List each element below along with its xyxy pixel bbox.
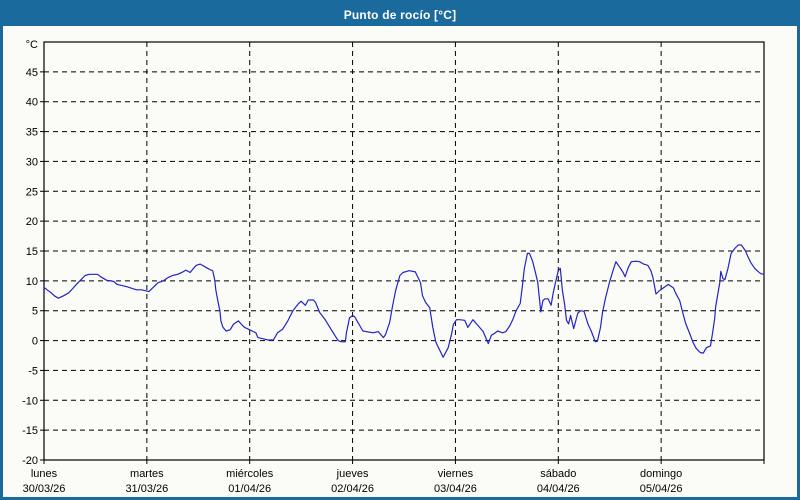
x-date-label: 04/04/26 xyxy=(537,483,580,495)
y-tick-label: 10 xyxy=(26,276,38,288)
y-tick-label: 5 xyxy=(32,306,38,318)
y-tick-label: -15 xyxy=(22,425,38,437)
y-tick-label: 0 xyxy=(32,336,38,348)
x-day-label: viernes xyxy=(438,468,474,480)
x-date-label: 02/04/26 xyxy=(331,483,374,495)
x-date-label: 31/03/26 xyxy=(125,483,168,495)
dew-point-line-chart: 45 40 35 30 25 20 15 10 5 0 -5 -10 -15 -20 °C lunes 30/0… xyxy=(22,39,765,495)
x-day-label: lunes xyxy=(31,468,58,480)
x-date-label: 01/04/26 xyxy=(228,483,271,495)
x-day-label: martes xyxy=(130,468,164,480)
x-day-label: jueves xyxy=(336,468,369,480)
y-axis-unit-label: °C xyxy=(26,39,38,51)
page-title: Punto de rocío [°C] xyxy=(343,7,457,22)
y-tick-label: 45 xyxy=(26,67,38,79)
title-bar: Punto de rocío [°C] xyxy=(3,3,797,26)
x-date-label: 05/04/26 xyxy=(640,483,683,495)
x-date-label: 30/03/26 xyxy=(23,483,66,495)
y-tick-label: -20 xyxy=(22,455,38,467)
y-tick-label: 15 xyxy=(26,246,38,258)
x-day-label: miércoles xyxy=(226,468,274,480)
x-date-label: 03/04/26 xyxy=(434,483,477,495)
y-tick-label: 30 xyxy=(26,156,38,168)
x-day-label: sábado xyxy=(540,468,576,480)
x-day-label: domingo xyxy=(640,468,682,480)
y-tick-label: 25 xyxy=(26,186,38,198)
dew-point-series-line xyxy=(43,244,765,358)
y-tick-label: -10 xyxy=(22,395,38,407)
y-tick-label: -5 xyxy=(28,365,38,377)
y-tick-label: 35 xyxy=(26,127,38,139)
y-tick-label: 20 xyxy=(26,216,38,228)
y-tick-label: 40 xyxy=(26,97,38,109)
